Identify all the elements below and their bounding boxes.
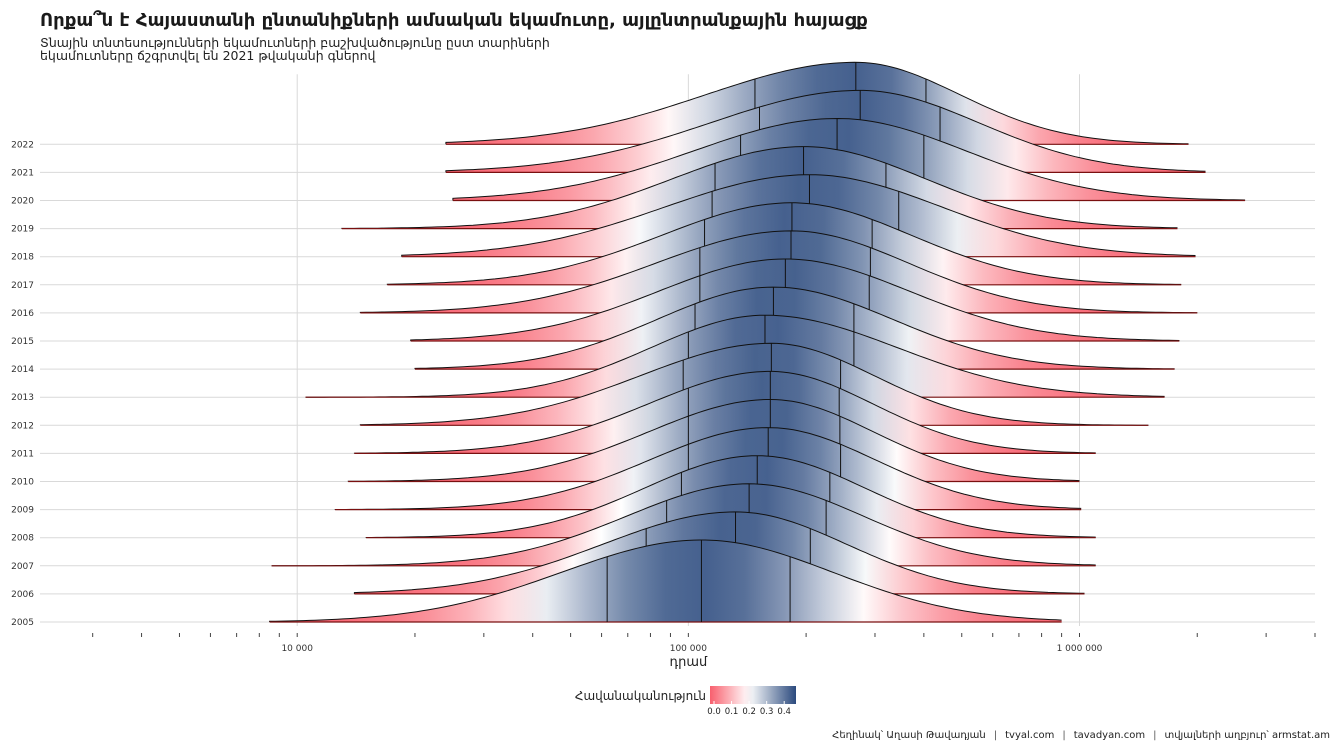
legend-tick-label: 0.3 — [760, 707, 774, 717]
ridge-outline — [347, 399, 1080, 482]
chart-title: Որքա՞ն է Հայաստանի ընտանիքների ամսական ե… — [40, 10, 868, 31]
y-tick-label: 2013 — [11, 393, 34, 403]
x-axis-label: դրամ — [669, 655, 708, 670]
ridge-outline — [334, 427, 1082, 510]
legend-tick-label: 0.1 — [725, 707, 739, 717]
x-tick-label: 10 000 — [281, 644, 313, 654]
ridge-outline — [359, 230, 1198, 314]
y-tick-label: 2021 — [11, 168, 34, 178]
ridge-outline — [269, 539, 1062, 622]
y-tick-label: 2006 — [11, 590, 34, 600]
y-tick-label: 2017 — [11, 281, 34, 291]
ridge-outline — [410, 258, 1180, 341]
chart-subtitle-line-2: եկամուտները ճշգրտվել են 2021 թվականի գնե… — [40, 48, 376, 63]
ridge-outline — [445, 89, 1206, 173]
ridge-outline — [452, 117, 1246, 201]
caption-source: տվյալների աղբյուր՝ armstat.am — [1164, 730, 1330, 741]
caption-author: Հեղինակ՝ Աղասի Թավադյան — [832, 730, 986, 741]
y-tick-label: 2007 — [11, 562, 34, 572]
y-tick-label: 2011 — [11, 449, 34, 459]
ridge-outline — [305, 314, 1165, 398]
legend-title: Հավանականություն — [575, 689, 706, 703]
ridge-outline — [359, 342, 1149, 426]
y-tick-label: 2012 — [11, 421, 34, 431]
legend-tick-label: 0.0 — [707, 707, 721, 717]
x-tick-label: 1 000 000 — [1057, 644, 1103, 654]
y-tick-label: 2019 — [11, 225, 34, 235]
ridge-layer — [269, 61, 1246, 623]
legend-colorbar — [710, 686, 796, 704]
ridge-outline — [271, 483, 1096, 567]
y-tick-label: 2009 — [11, 506, 34, 516]
ridge-2005 — [269, 539, 1062, 623]
y-tick-label: 2014 — [11, 365, 34, 375]
y-tick-label: 2005 — [11, 618, 34, 628]
axis-layer: 2005 2006 2007 2008 2009 2010 2011 2012 2013 2014… — [11, 140, 1316, 670]
y-tick-label: 2020 — [11, 197, 34, 207]
ridge-outline — [353, 370, 1096, 454]
chart-subtitle-line-1: Տնային տնտեսությունների եկամուտների բաշխ… — [40, 35, 550, 50]
ridge-outline — [386, 202, 1182, 285]
y-tick-label: 2018 — [11, 253, 34, 263]
ridge-outline — [414, 286, 1175, 370]
ridge-outline — [341, 146, 1178, 229]
caption-site-1[interactable]: tvyal.com — [1005, 730, 1055, 741]
caption-separator: | — [993, 730, 998, 741]
ridge-outline — [401, 174, 1196, 257]
ridge-outline — [445, 61, 1189, 145]
legend-tick-label: 0.2 — [742, 707, 756, 717]
x-tick-label: 100 000 — [670, 644, 707, 654]
caption-separator: | — [1062, 730, 1066, 741]
ridge-outline — [365, 455, 1096, 538]
legend-tick-label: 0.4 — [777, 707, 791, 717]
y-tick-label: 2015 — [11, 337, 34, 347]
ridge-outline — [353, 511, 1085, 594]
caption-site-2[interactable]: tavadyan.com — [1073, 730, 1146, 741]
y-tick-label: 2008 — [11, 534, 34, 544]
ridge-area — [269, 540, 1062, 622]
caption-separator: | — [1153, 730, 1157, 741]
caption: Հեղինակ՝ Աղասի Թավադյան | tvyal.com | tavady… — [832, 730, 1330, 741]
y-tick-label: 2010 — [11, 478, 34, 488]
y-tick-label: 2016 — [11, 309, 34, 319]
y-tick-label: 2022 — [11, 140, 34, 150]
